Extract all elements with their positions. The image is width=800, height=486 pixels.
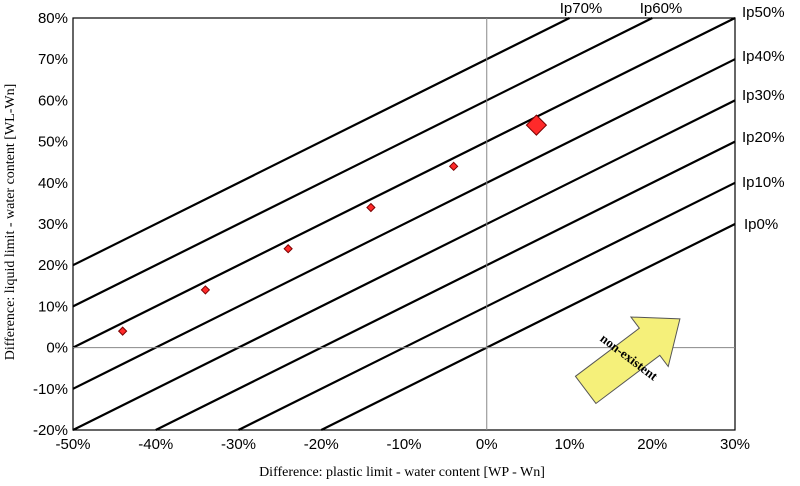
y-tick-label: 20% bbox=[38, 257, 68, 274]
data-points bbox=[117, 114, 548, 336]
y-tick-label: -10% bbox=[33, 381, 68, 398]
ip-line-label: Ip10% bbox=[742, 174, 785, 191]
arrow-shape bbox=[574, 316, 681, 405]
x-tick-label: -20% bbox=[304, 436, 339, 453]
ip-line-label: Ip40% bbox=[742, 48, 785, 65]
x-tick-label: 0% bbox=[476, 436, 498, 453]
y-tick-label: -20% bbox=[33, 422, 68, 439]
data-point bbox=[525, 114, 548, 136]
non-existent-arrow: non-existent bbox=[574, 316, 681, 405]
x-tick-label: -50% bbox=[55, 436, 90, 453]
y-tick-label: 80% bbox=[38, 10, 68, 27]
x-tick-label: 30% bbox=[720, 436, 750, 453]
ip-line bbox=[72, 58, 736, 390]
ip-line bbox=[320, 223, 736, 431]
x-tick-label: -10% bbox=[386, 436, 421, 453]
data-point bbox=[117, 326, 128, 336]
x-tick-label: -30% bbox=[221, 436, 256, 453]
x-tick-label: -40% bbox=[138, 436, 173, 453]
x-tick-labels: -50% -40% -30% -20% -10% 0% 10% 20% 30% bbox=[55, 436, 750, 453]
y-tick-labels: -20% -10% 0% 10% 20% 30% 40% 50% 60% 70% 80% bbox=[33, 10, 68, 439]
annotation-arrow: non-existent bbox=[574, 316, 681, 405]
ip-line-label: Ip50% bbox=[742, 4, 785, 21]
ip-lines bbox=[72, 17, 736, 431]
data-point bbox=[283, 244, 293, 254]
ip-line-label: Ip20% bbox=[742, 129, 785, 146]
ip-line-label: Ip30% bbox=[742, 87, 785, 104]
y-tick-label: 0% bbox=[46, 340, 68, 357]
data-point bbox=[448, 161, 459, 172]
y-tick-label: 60% bbox=[38, 92, 68, 109]
y-tick-label: 70% bbox=[38, 51, 68, 68]
ip-line bbox=[155, 140, 736, 431]
y-tick-label: 10% bbox=[38, 298, 68, 315]
y-tick-label: 40% bbox=[38, 175, 68, 192]
ip-line bbox=[72, 17, 653, 308]
ip-line-label: Ip0% bbox=[744, 216, 778, 233]
x-tick-label: 10% bbox=[554, 436, 584, 453]
ip-line-label: Ip70% bbox=[560, 0, 603, 17]
y-tick-label: 50% bbox=[38, 134, 68, 151]
data-point bbox=[200, 285, 211, 295]
ip-line bbox=[72, 99, 736, 431]
x-tick-label: 20% bbox=[637, 436, 667, 453]
ip-line bbox=[72, 17, 736, 349]
ip-line-labels: Ip0% Ip10% Ip20% Ip30% Ip40% Ip50% Ip60% Ip70% bbox=[560, 0, 785, 233]
y-axis-title: Difference: liquid limit - water content… bbox=[3, 84, 18, 361]
x-axis-title: Difference: plastic limit - water conten… bbox=[259, 465, 545, 480]
y-tick-label: 30% bbox=[38, 216, 68, 233]
ip-line-label: Ip60% bbox=[640, 0, 683, 17]
data-point bbox=[366, 202, 376, 213]
